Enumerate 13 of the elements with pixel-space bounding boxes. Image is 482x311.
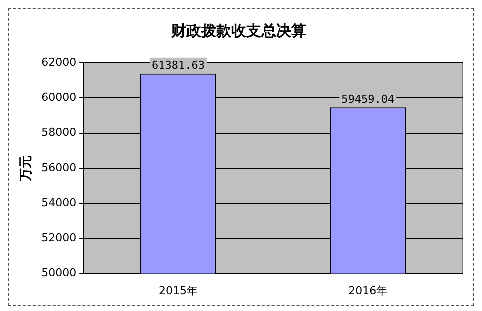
y-axis-title: 万元 bbox=[19, 155, 34, 182]
x-tick-label: 2016年 bbox=[348, 284, 388, 298]
y-tick-label: 52000 bbox=[42, 232, 77, 245]
y-tick-label: 58000 bbox=[42, 126, 77, 140]
y-tick-label: 54000 bbox=[42, 196, 77, 210]
y-tick-label: 60000 bbox=[42, 90, 77, 104]
x-tick-label: 2015年 bbox=[158, 284, 198, 298]
y-tick-label: 62000 bbox=[42, 56, 77, 69]
data-label: 61381.63 bbox=[152, 59, 205, 72]
chart-title: 财政拨款收支总决算 bbox=[170, 22, 306, 40]
y-tick-label: 50000 bbox=[42, 266, 77, 280]
data-label: 59459.04 bbox=[342, 92, 396, 106]
y-tick-label: 56000 bbox=[42, 161, 77, 174]
